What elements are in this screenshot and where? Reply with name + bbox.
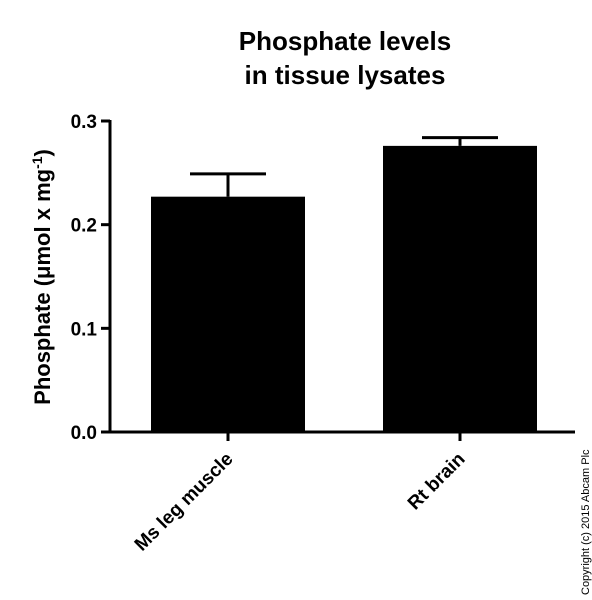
y-label-superscript: -1 — [29, 156, 45, 169]
y-ticks-layer: 0.0 0.1 0.2 0.3 — [71, 112, 110, 444]
error-bars-layer — [190, 136, 498, 197]
y-axis-label: Phosphate (μmol x mg-1) — [29, 149, 55, 405]
y-label-mu: μ — [30, 265, 55, 278]
y-tick-label: 0.2 — [71, 216, 97, 237]
x-ticks-layer: Ms leg muscle Rt brain — [131, 432, 470, 555]
bars-layer — [151, 145, 537, 432]
x-category-label: Ms leg muscle — [131, 449, 238, 556]
y-label-unit: mol x mg — [30, 169, 55, 266]
chart-title-line-1: Phosphate levels — [239, 26, 451, 56]
copyright-text: Copyright (c) 2015 Abcam Plc — [580, 449, 592, 595]
bar — [151, 196, 305, 432]
y-tick-label: 0.0 — [71, 423, 97, 444]
y-tick-label: 0.1 — [71, 319, 98, 340]
bar — [383, 145, 537, 432]
x-category-label: Rt brain — [404, 449, 470, 515]
y-label-main: Phosphate ( — [30, 278, 55, 405]
y-label-close: ) — [30, 149, 55, 156]
chart-title-line-2: in tissue lysates — [245, 60, 446, 90]
y-tick-label: 0.3 — [71, 112, 97, 133]
